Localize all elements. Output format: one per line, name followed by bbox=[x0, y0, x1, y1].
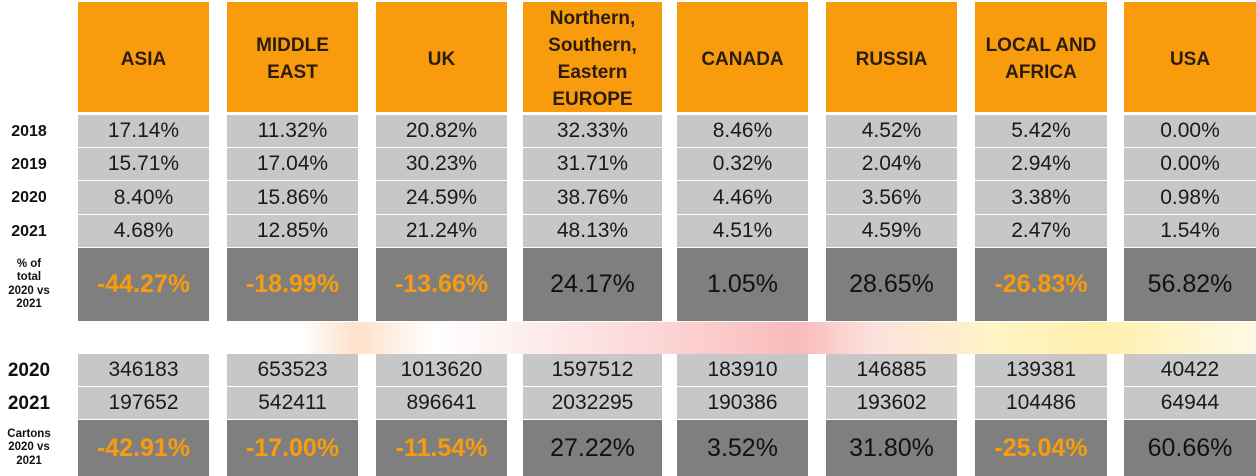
year-label: 2018 bbox=[11, 122, 47, 140]
share-cell: 3.38% bbox=[975, 181, 1107, 214]
share-cell: 2.94% bbox=[975, 148, 1107, 180]
share-cell: 4.52% bbox=[826, 115, 957, 147]
year-label: 2019 bbox=[11, 155, 47, 173]
change-cartons-cell: -11.54% bbox=[376, 420, 507, 476]
carton-cell: 190386 bbox=[677, 387, 808, 419]
share-cell: 4.59% bbox=[826, 215, 957, 247]
region-header: UK bbox=[376, 2, 507, 112]
carton-cell: 146885 bbox=[826, 354, 957, 386]
change-share-cell: -26.83% bbox=[975, 248, 1107, 321]
region-header: CANADA bbox=[677, 2, 808, 112]
change-cartons-cell: 27.22% bbox=[523, 420, 662, 476]
carton-cell: 40422 bbox=[1124, 354, 1256, 386]
share-cell: 38.76% bbox=[523, 181, 662, 214]
share-cell: 15.71% bbox=[78, 148, 209, 180]
change-cartons-cell: -25.04% bbox=[975, 420, 1107, 476]
fruit-image-strip bbox=[300, 322, 1256, 354]
share-cell: 3.56% bbox=[826, 181, 957, 214]
share-cell: 5.42% bbox=[975, 115, 1107, 147]
share-cell: 48.13% bbox=[523, 215, 662, 247]
year-label: 2020 bbox=[11, 189, 47, 206]
share-cell: 8.40% bbox=[78, 181, 209, 214]
carton-year-label: 2020 bbox=[7, 359, 51, 381]
share-cell: 20.82% bbox=[376, 115, 507, 147]
carton-cell: 542411 bbox=[227, 387, 358, 419]
change-cartons-cell: -17.00% bbox=[227, 420, 358, 476]
share-cell: 2.04% bbox=[826, 148, 957, 180]
change-share-cell: 56.82% bbox=[1124, 248, 1256, 321]
carton-cell: 346183 bbox=[78, 354, 209, 386]
region-header: LOCAL AND AFRICA bbox=[975, 2, 1107, 112]
carton-cell: 653523 bbox=[227, 354, 358, 386]
change-share-cell: -18.99% bbox=[227, 248, 358, 321]
region-header: RUSSIA bbox=[826, 2, 957, 112]
share-cell: 8.46% bbox=[677, 115, 808, 147]
change-share-cell: 28.65% bbox=[826, 248, 957, 321]
carton-cell: 197652 bbox=[78, 387, 209, 419]
share-cell: 17.04% bbox=[227, 148, 358, 180]
carton-year-label: 2021 bbox=[7, 392, 51, 414]
change-cartons-cell: -42.91% bbox=[78, 420, 209, 476]
share-cell: 1.54% bbox=[1124, 215, 1256, 247]
share-cell: 2.47% bbox=[975, 215, 1107, 247]
change-share-cell: 24.17% bbox=[523, 248, 662, 321]
share-cell: 4.51% bbox=[677, 215, 808, 247]
share-cell: 31.71% bbox=[523, 148, 662, 180]
share-cell: 0.98% bbox=[1124, 181, 1256, 214]
carton-cell: 183910 bbox=[677, 354, 808, 386]
share-cell: 17.14% bbox=[78, 115, 209, 147]
change-share-label: % of total 2020 vs 2021 bbox=[8, 257, 50, 311]
change-cartons-cell: 3.52% bbox=[677, 420, 808, 476]
share-cell: 15.86% bbox=[227, 181, 358, 214]
change-share-cell: -44.27% bbox=[78, 248, 209, 321]
share-cell: 12.85% bbox=[227, 215, 358, 247]
share-cell: 30.23% bbox=[376, 148, 507, 180]
share-cell: 21.24% bbox=[376, 215, 507, 247]
carton-cell: 139381 bbox=[975, 354, 1107, 386]
share-cell: 24.59% bbox=[376, 181, 507, 214]
share-cell: 0.00% bbox=[1124, 148, 1256, 180]
share-cell: 0.00% bbox=[1124, 115, 1256, 147]
change-cartons-cell: 31.80% bbox=[826, 420, 957, 476]
share-cell: 32.33% bbox=[523, 115, 662, 147]
year-label: 2021 bbox=[11, 222, 47, 240]
region-header: USA bbox=[1124, 2, 1256, 112]
carton-cell: 1597512 bbox=[523, 354, 662, 386]
carton-cell: 193602 bbox=[826, 387, 957, 419]
change-cartons-label: Cartons 2020 vs 2021 bbox=[7, 427, 51, 467]
region-header: ASIA bbox=[78, 2, 209, 112]
carton-cell: 896641 bbox=[376, 387, 507, 419]
carton-cell: 2032295 bbox=[523, 387, 662, 419]
change-cartons-cell: 60.66% bbox=[1124, 420, 1256, 476]
share-cell: 11.32% bbox=[227, 115, 358, 147]
share-cell: 4.68% bbox=[78, 215, 209, 247]
change-share-cell: 1.05% bbox=[677, 248, 808, 321]
change-share-cell: -13.66% bbox=[376, 248, 507, 321]
carton-cell: 1013620 bbox=[376, 354, 507, 386]
carton-cell: 104486 bbox=[975, 387, 1107, 419]
share-cell: 4.46% bbox=[677, 181, 808, 214]
share-cell: 0.32% bbox=[677, 148, 808, 180]
region-header: MIDDLE EAST bbox=[227, 2, 358, 112]
carton-cell: 64944 bbox=[1124, 387, 1256, 419]
region-header: Northern, Southern, Eastern EUROPE bbox=[523, 2, 662, 112]
